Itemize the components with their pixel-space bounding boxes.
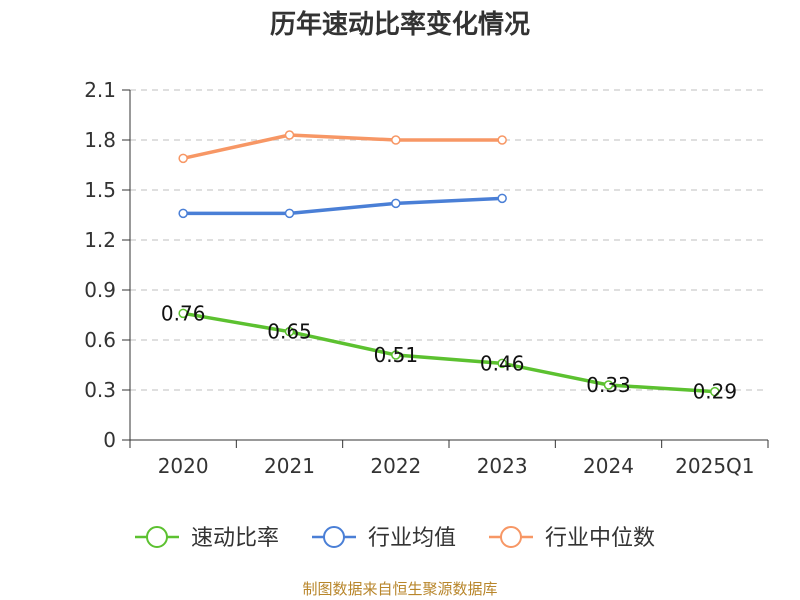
- data-label: 0.65: [267, 320, 312, 344]
- y-tick-label: 0: [103, 428, 116, 452]
- legend-item: 速动比率: [135, 526, 279, 551]
- data-label: 0.33: [586, 373, 631, 397]
- legend-swatch-marker: [500, 526, 522, 548]
- legend-item: 行业中位数: [489, 526, 655, 551]
- y-tick-label: 1.8: [84, 128, 116, 152]
- legend: 速动比率 行业均值 行业中位数: [135, 526, 655, 551]
- legend-label: 行业均值: [368, 526, 456, 551]
- x-tick-label: 2020: [158, 454, 209, 478]
- series-layer: [178, 130, 720, 397]
- data-point: [710, 386, 720, 397]
- x-tick-label: 2024: [583, 454, 634, 478]
- y-tick-label: 0.9: [84, 278, 116, 302]
- data-label: 0.29: [693, 380, 738, 404]
- legend-item: 行业均值: [312, 526, 456, 551]
- y-tick-label: 1.5: [84, 178, 116, 202]
- data-point: [391, 198, 401, 209]
- x-tick-label: 2021: [264, 454, 315, 478]
- data-point: [497, 135, 507, 145]
- chart-title: 历年速动比率变化情况: [269, 10, 530, 40]
- legend-swatch-marker: [146, 526, 168, 548]
- data-point: [391, 135, 401, 145]
- data-point: [178, 308, 188, 319]
- x-tick-label: 2023: [477, 454, 528, 478]
- legend-label: 行业中位数: [545, 526, 655, 551]
- y-tick-label: 1.2: [84, 228, 116, 252]
- x-tick-label: 2022: [370, 454, 421, 478]
- y-axis-ticks: 0 0.3 0.6 0.9 1.2 1.5 1.8 2.1: [84, 78, 130, 452]
- y-tick-label: 0.3: [84, 378, 116, 402]
- data-label: 0.51: [374, 343, 419, 367]
- data-point: [178, 208, 188, 219]
- data-point: [391, 350, 401, 360]
- data-label: 0.76: [161, 301, 206, 325]
- legend-swatch-marker: [323, 526, 345, 548]
- data-point: [497, 193, 507, 204]
- data-point: [178, 153, 188, 164]
- data-point: [603, 380, 614, 390]
- x-tick-label: 2025Q1: [675, 454, 754, 478]
- series-line: [182, 311, 715, 394]
- data-point: [284, 326, 295, 337]
- series-line: [182, 133, 503, 161]
- y-tick-label: 0.6: [84, 328, 116, 352]
- data-point: [497, 358, 507, 369]
- data-point: [284, 208, 295, 219]
- data-point: [284, 130, 295, 140]
- x-axis-ticks: 2020 2021 2022 2023 2024 2025Q1: [129, 440, 769, 478]
- y-tick-label: 2.1: [84, 78, 116, 102]
- legend-label: 速动比率: [191, 526, 279, 551]
- data-labels: 0.76 0.65 0.51 0.46 0.33 0.29: [161, 301, 737, 403]
- data-label: 0.46: [480, 351, 525, 375]
- gridlines: [130, 89, 768, 391]
- series-line: [183, 196, 503, 216]
- data-source-note: 制图数据来自恒生聚源数据库: [302, 580, 498, 598]
